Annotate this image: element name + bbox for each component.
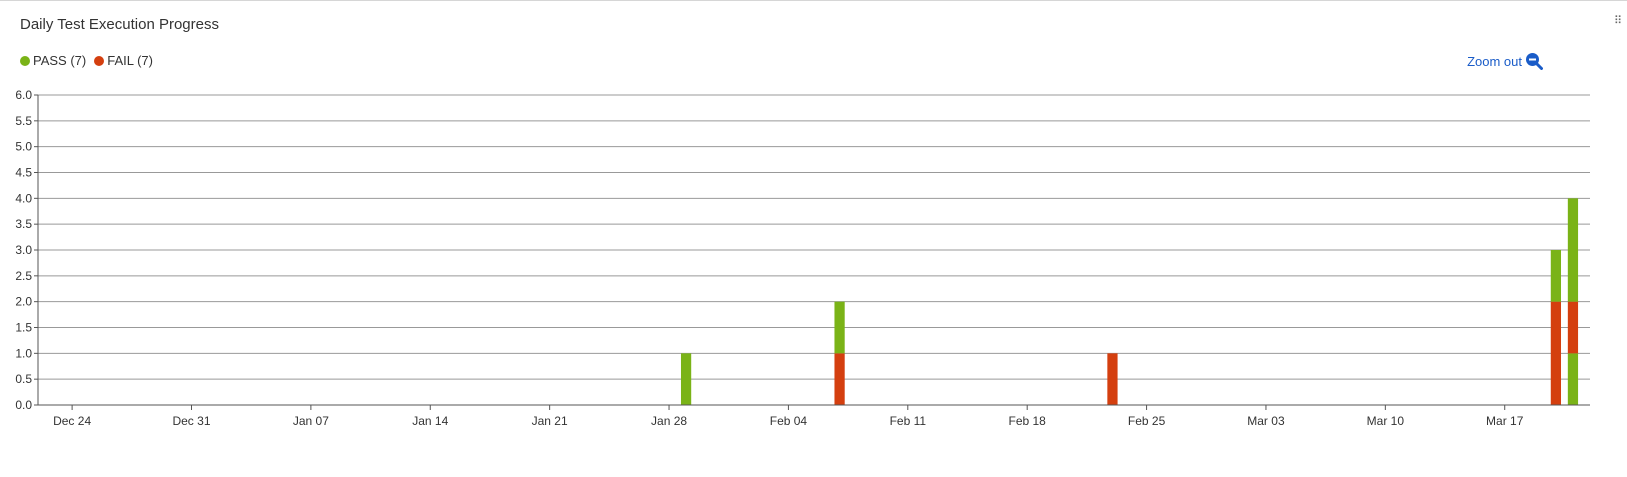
y-tick-label: 2.0 (15, 295, 32, 309)
x-tick-label: Feb 25 (1128, 414, 1166, 428)
chart-title: Daily Test Execution Progress (20, 16, 219, 33)
y-tick-label: 1.0 (15, 346, 32, 360)
y-tick-label: 5.0 (15, 140, 32, 154)
bar-segment-fail[interactable] (1567, 301, 1579, 354)
y-axis-ticks: 0.0 0.5 1.0 1.5 2.0 2.5 3.0 3.5 4.0 4.5 5.0 5.5 6.0 (15, 88, 38, 412)
y-tick-label: 4.5 (15, 166, 32, 180)
y-tick-label: 3.0 (15, 243, 32, 257)
y-tick-label: 0.0 (15, 398, 32, 412)
legend-fail-label: FAIL (7) (107, 53, 153, 68)
grid-lines (38, 94, 1590, 406)
y-tick-label: 4.0 (15, 191, 32, 205)
legend-item-fail[interactable]: FAIL (7) (94, 53, 153, 68)
widget-top-border (0, 0, 1627, 1)
bar-segment-fail[interactable] (1550, 301, 1562, 405)
x-tick-label: Mar 03 (1247, 414, 1285, 428)
y-tick-label: 1.5 (15, 321, 32, 335)
axes (37, 95, 1590, 406)
x-tick-label: Feb 11 (890, 414, 927, 428)
legend-pass-label: PASS (7) (33, 53, 87, 68)
bar-segment-pass[interactable] (834, 301, 845, 354)
x-tick-label: Jan 21 (532, 414, 568, 428)
x-tick-label: Feb 18 (1009, 414, 1047, 428)
x-tick-label: Dec 24 (53, 414, 91, 428)
bar-segment-pass[interactable] (680, 353, 692, 405)
drag-handle-icon[interactable]: ⠿ (1613, 15, 1622, 27)
x-tick-label: Mar 10 (1367, 414, 1405, 428)
x-tick-label: Jan 28 (651, 414, 687, 428)
y-tick-label: 3.5 (15, 217, 32, 231)
x-tick-label: Dec 31 (172, 414, 210, 428)
y-tick-label: 0.5 (15, 372, 32, 386)
y-tick-label: 5.5 (15, 114, 32, 128)
x-tick-label: Mar 17 (1486, 414, 1524, 428)
x-tick-label: Jan 07 (293, 414, 329, 428)
bar-segment-fail[interactable] (1107, 353, 1118, 405)
zoom-out-button[interactable]: Zoom out (1467, 52, 1543, 70)
bar-segment-pass[interactable] (1550, 250, 1562, 302)
zoom-out-label: Zoom out (1467, 53, 1522, 69)
zoom-out-icon (1526, 53, 1543, 70)
bar-segment-pass[interactable] (1567, 353, 1579, 405)
x-tick-label: Feb 04 (770, 414, 808, 428)
bars (680, 198, 1579, 405)
legend-fail-dot-icon (94, 55, 105, 66)
legend-item-pass[interactable]: PASS (7) (20, 53, 86, 68)
y-tick-label: 2.5 (15, 269, 32, 283)
bar-segment-pass[interactable] (1567, 198, 1579, 302)
bar-segment-fail[interactable] (834, 353, 845, 405)
y-tick-label: 6.0 (15, 88, 32, 102)
x-tick-label: Jan 14 (412, 414, 448, 428)
x-axis-ticks: Dec 24 Dec 31 Jan 07 Jan 14 Jan 21 Jan 28 Feb … (53, 405, 1524, 428)
chart-legend: PASS (7) FAIL (7) (20, 53, 161, 68)
legend-pass-dot-icon (20, 55, 30, 66)
